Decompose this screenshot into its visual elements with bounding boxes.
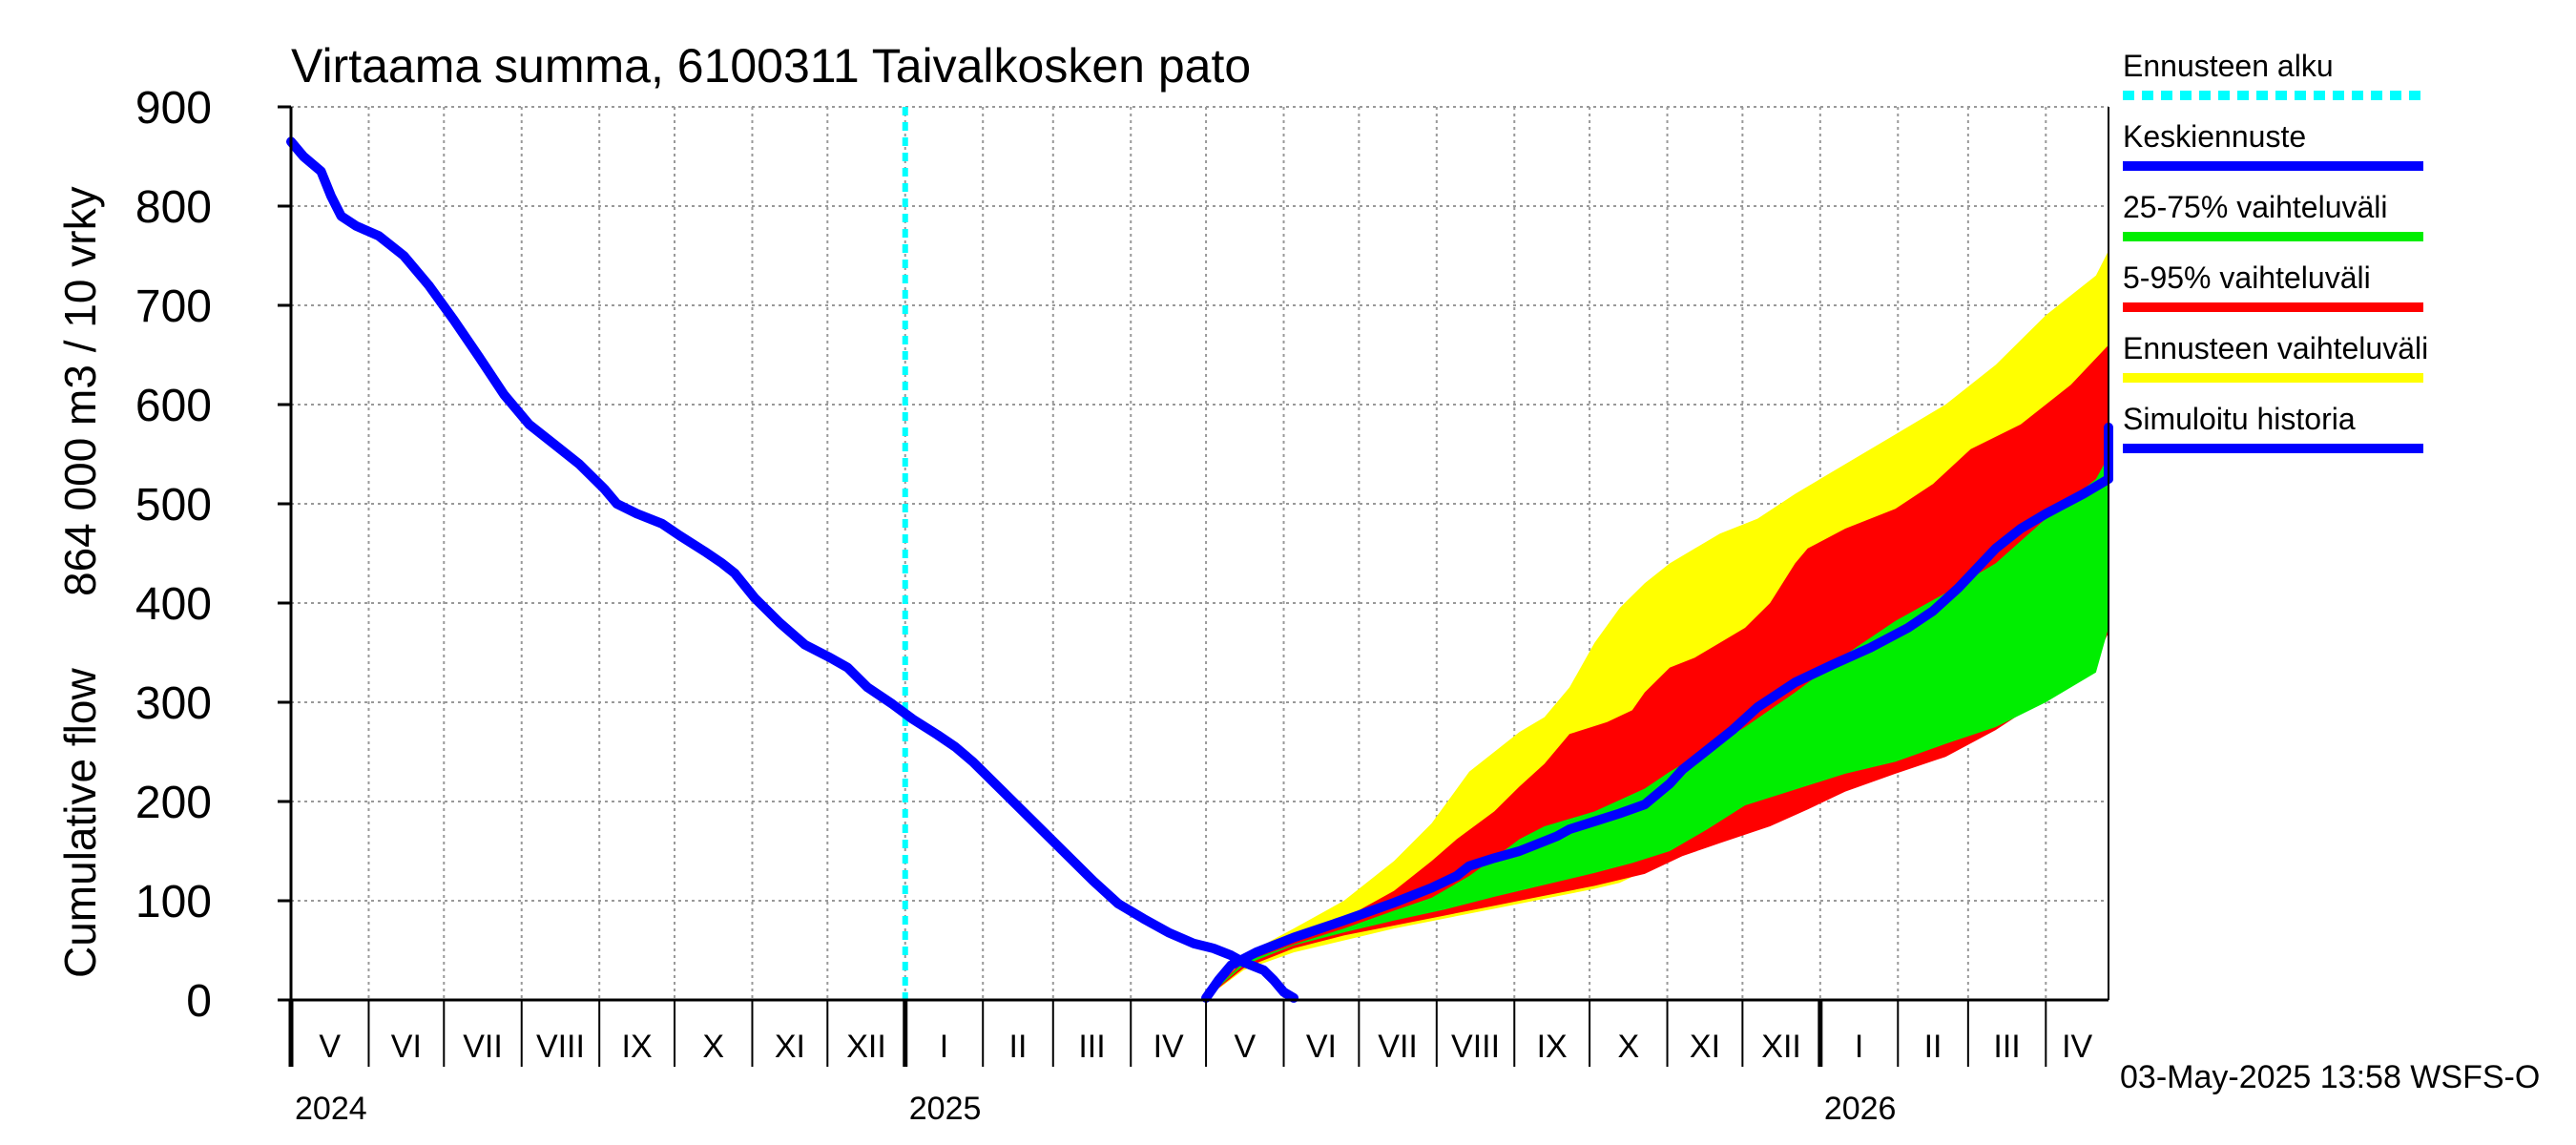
x-month-label: VII — [1378, 1029, 1418, 1065]
y-axis-label-unit: 864 000 m3 / 10 vrky — [55, 186, 105, 596]
x-month-label: VI — [391, 1029, 422, 1065]
x-month-label: VIII — [1451, 1029, 1500, 1065]
series-keskiennuste — [1201, 422, 2113, 1003]
x-month-label: XII — [1761, 1029, 1801, 1065]
legend-label: Simuloitu historia — [2123, 402, 2356, 436]
x-month-label: I — [1855, 1029, 1863, 1065]
x-month-label: V — [1234, 1029, 1256, 1065]
series-simuloitu-historia — [286, 136, 1299, 1003]
y-axis-label-primary: Cumulative flow — [55, 668, 105, 978]
x-year-label: 2024 — [295, 1091, 367, 1127]
y-tick-label: 300 — [135, 678, 212, 729]
x-month-label: VI — [1306, 1029, 1337, 1065]
lines — [286, 107, 2113, 1003]
legend-label: Ennusteen alku — [2123, 49, 2334, 83]
x-month-label: IV — [1153, 1029, 1184, 1065]
x-month-label: IX — [622, 1029, 653, 1065]
y-tick-label: 100 — [135, 877, 212, 927]
x-month-label: X — [1617, 1029, 1639, 1065]
y-tick-label: 200 — [135, 778, 212, 828]
y-tick-label: 800 — [135, 182, 212, 233]
y-tick-label: 500 — [135, 480, 212, 531]
y-tick-label: 700 — [135, 281, 212, 332]
grid — [290, 106, 2109, 1001]
x-month-label: VIII — [536, 1029, 585, 1065]
x-year-label: 2025 — [909, 1091, 982, 1127]
x-month-label: IV — [2062, 1029, 2092, 1065]
x-month-label: III — [1993, 1029, 2020, 1065]
x-month-label: III — [1078, 1029, 1105, 1065]
chart-title: Virtaama summa, 6100311 Taivalkosken pat… — [291, 39, 1251, 93]
legend-label: Keskiennuste — [2123, 119, 2306, 154]
bands — [1206, 161, 2109, 998]
y-tick-label: 0 — [186, 976, 212, 1027]
x-month-label: IX — [1537, 1029, 1568, 1065]
x-month-label: V — [319, 1029, 341, 1065]
legend: Ennusteen alku Keskiennuste 25-75% vaihtel… — [2123, 49, 2428, 453]
x-month-label: XII — [846, 1029, 886, 1065]
band-25-75-vaihteluv-li — [1206, 364, 2109, 998]
x-month-label: X — [702, 1029, 724, 1065]
y-tick-label: 900 — [135, 83, 212, 134]
x-month-label: VII — [463, 1029, 503, 1065]
x-month-label: XI — [1690, 1029, 1720, 1065]
x-month-label: II — [1924, 1029, 1942, 1065]
legend-label: 25-75% vaihteluväli — [2123, 190, 2388, 224]
timestamp: 03-May-2025 13:58 WSFS-O — [2120, 1059, 2540, 1095]
legend-label: Ennusteen vaihteluväli — [2123, 331, 2428, 365]
y-tick-label: 600 — [135, 381, 212, 431]
x-month-label: I — [940, 1029, 948, 1065]
legend-label: 5-95% vaihteluväli — [2123, 260, 2371, 295]
x-month-label: II — [1009, 1029, 1028, 1065]
y-tick-label: 400 — [135, 579, 212, 630]
band-ennusteen-vaihteluv-li — [1206, 161, 2109, 998]
x-year-label: 2026 — [1824, 1091, 1897, 1127]
x-month-label: XI — [775, 1029, 805, 1065]
